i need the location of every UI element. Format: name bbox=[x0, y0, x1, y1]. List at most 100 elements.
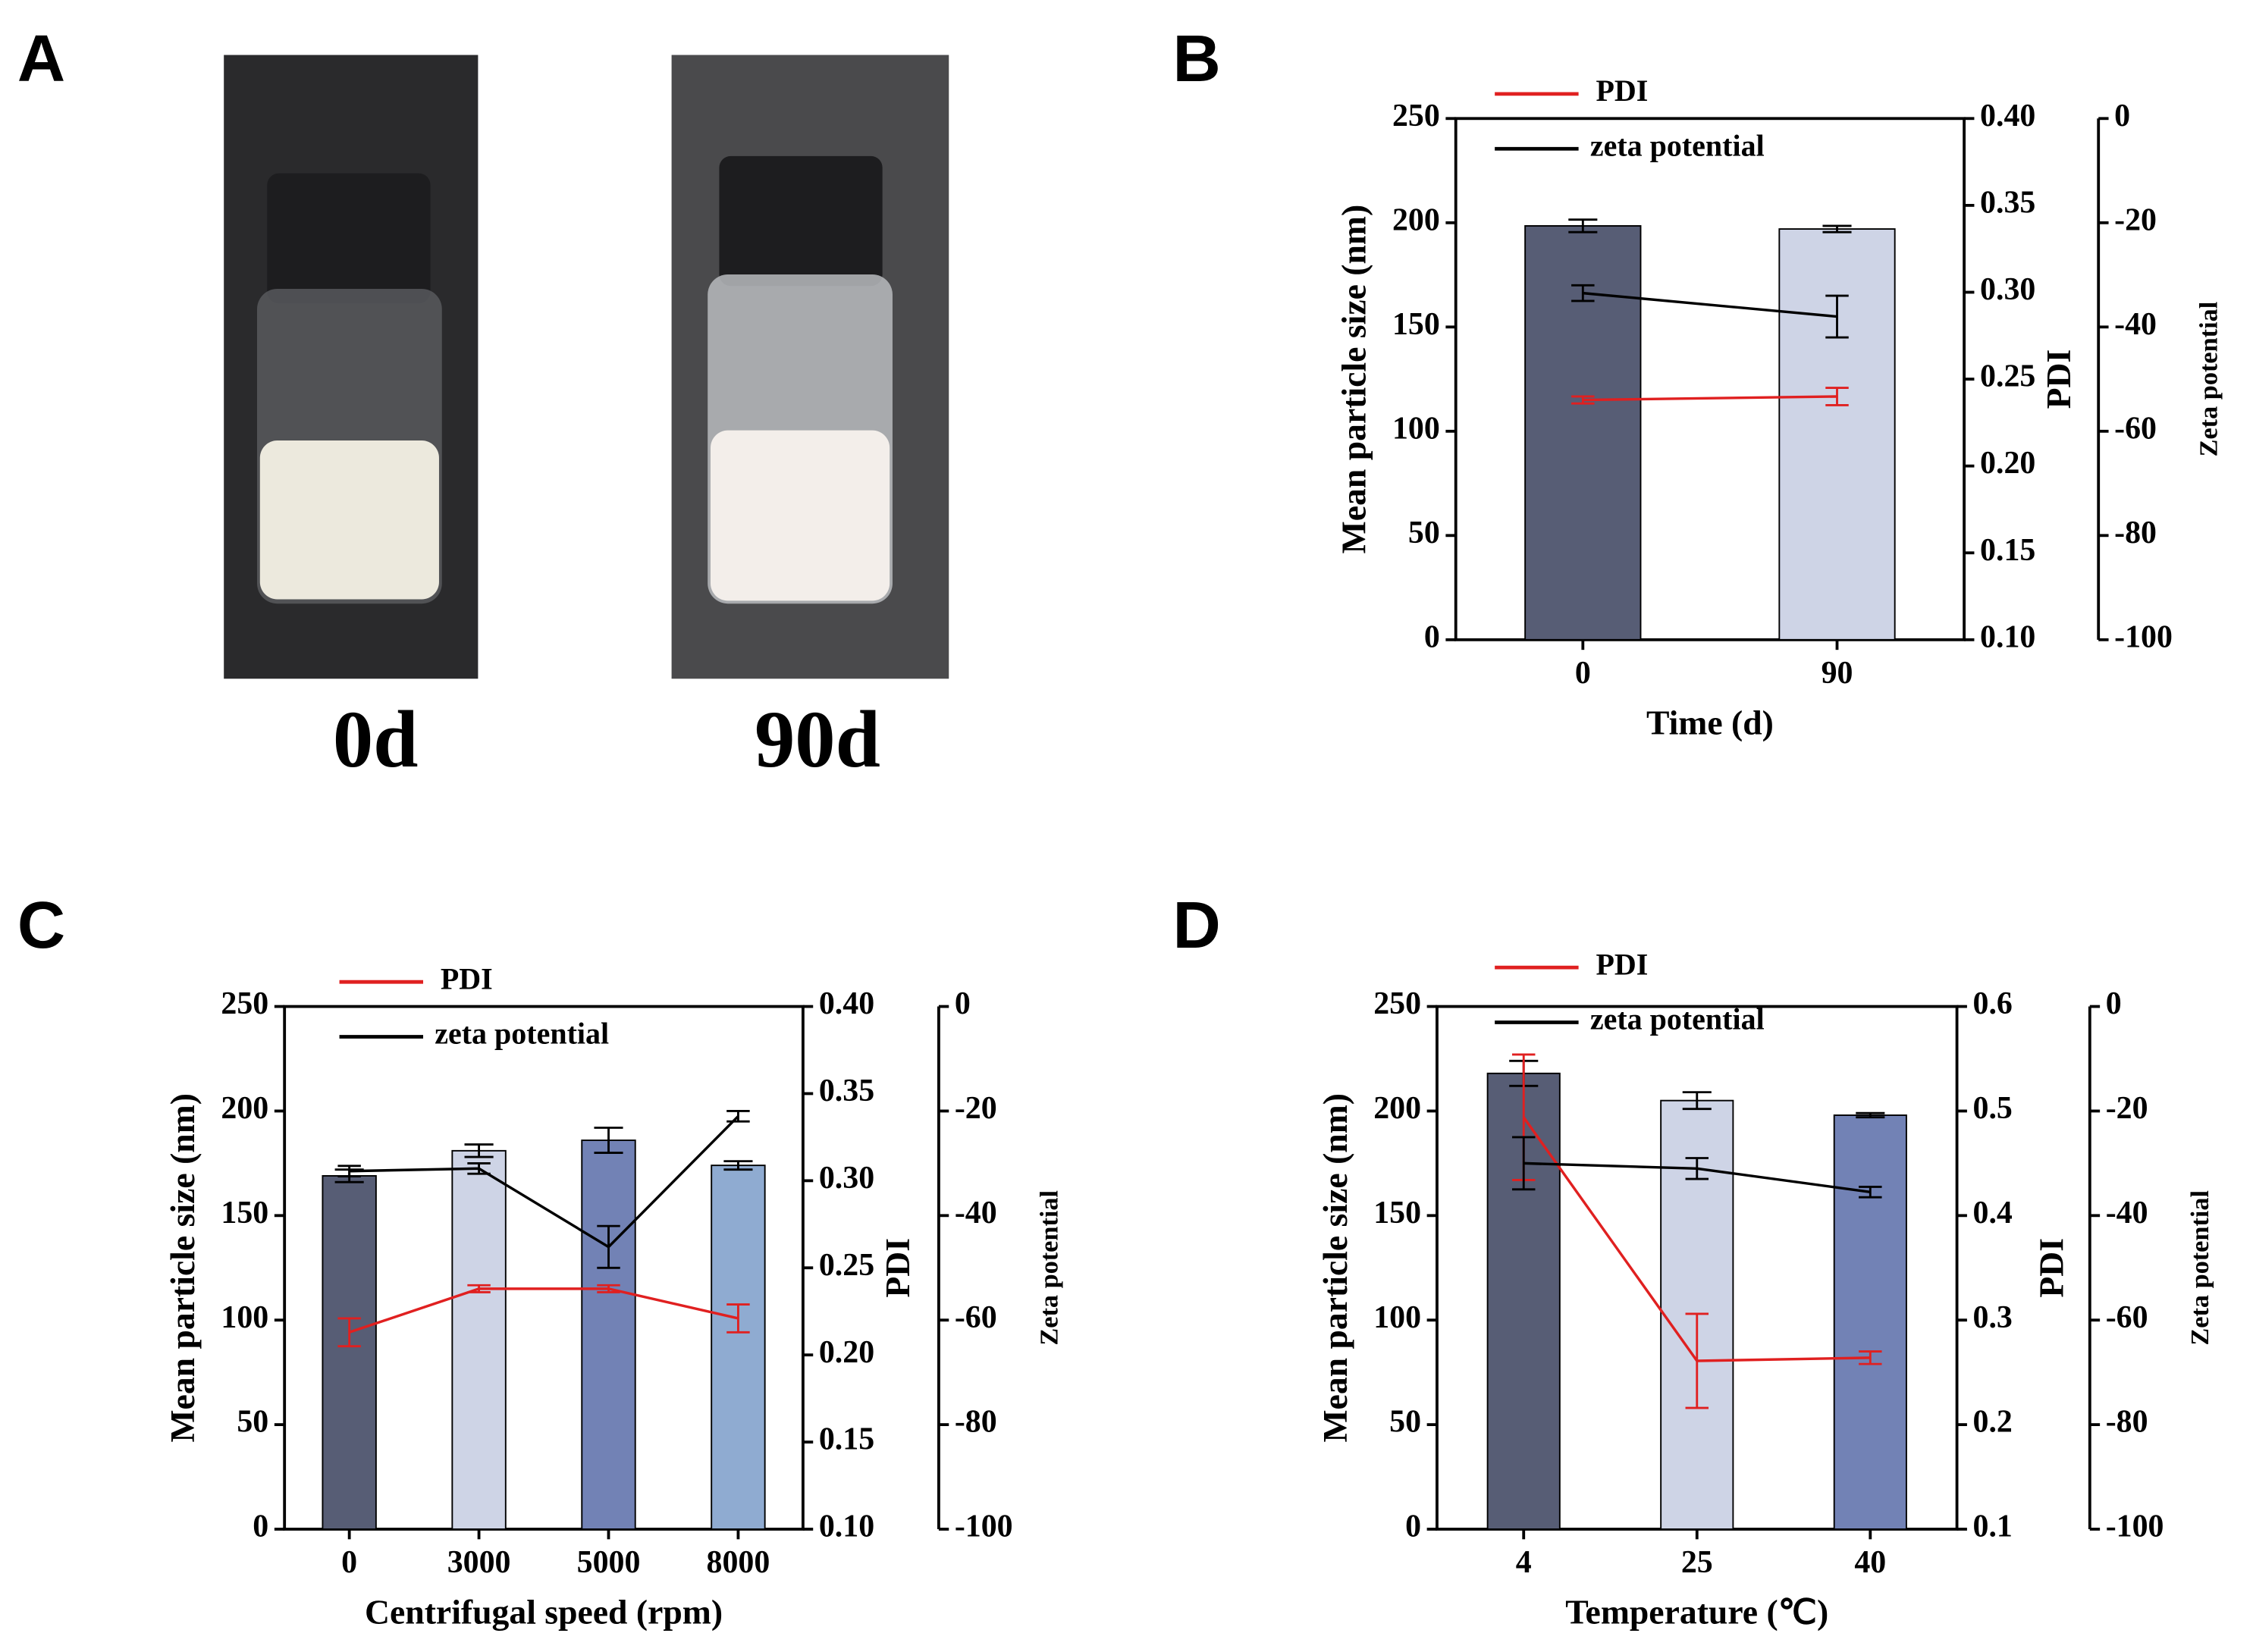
y-axis-title: Mean particle size (nm) bbox=[163, 1093, 202, 1443]
tick-label: 0 bbox=[253, 1509, 268, 1544]
tick-label: 0.30 bbox=[819, 1161, 874, 1196]
error-bar bbox=[1682, 1091, 1712, 1111]
legend-label: zeta potential bbox=[1590, 1002, 1765, 1036]
error-bar bbox=[1685, 1312, 1709, 1409]
bar bbox=[451, 1149, 507, 1530]
x-tick-label: 5000 bbox=[577, 1545, 641, 1580]
tick-label: -20 bbox=[955, 1091, 997, 1126]
series-line bbox=[1583, 395, 1837, 402]
vial-liquid bbox=[259, 440, 439, 600]
y3-axis-title: Zeta potential bbox=[2186, 1190, 2214, 1346]
tick-label: 0.30 bbox=[1980, 272, 2035, 307]
error-bar bbox=[594, 1127, 623, 1155]
bar bbox=[1778, 228, 1896, 641]
x-axis-title: Time (d) bbox=[1646, 704, 1774, 742]
tick-label: -40 bbox=[2106, 1196, 2148, 1230]
x-tick-label: 0 bbox=[341, 1545, 357, 1580]
tick-label: 0 bbox=[2106, 986, 2122, 1021]
tick-label: 0 bbox=[955, 986, 971, 1021]
error-bar bbox=[337, 1317, 361, 1348]
x-tick-label: 90 bbox=[1822, 656, 1853, 691]
tick-label: 0 bbox=[1424, 619, 1440, 654]
vial-liquid bbox=[711, 430, 890, 601]
tick-label: 0.40 bbox=[819, 986, 874, 1021]
tick-label: 0.4 bbox=[1973, 1196, 2013, 1230]
x-tick-label: 3000 bbox=[447, 1545, 511, 1580]
error-bar bbox=[597, 1284, 620, 1293]
x-axis-title: Centrifugal speed (rpm) bbox=[365, 1593, 723, 1632]
tick-label: 0.5 bbox=[1973, 1091, 2013, 1126]
error-bar bbox=[1822, 224, 1852, 234]
tick-label: 50 bbox=[1408, 516, 1440, 550]
tick-label: 250 bbox=[1392, 99, 1440, 133]
tick-label: -40 bbox=[955, 1196, 997, 1230]
error-bar bbox=[1568, 218, 1598, 234]
x-tick-label: 40 bbox=[1854, 1545, 1886, 1580]
x-tick-label: 0 bbox=[1575, 656, 1591, 691]
vial-cap bbox=[719, 155, 883, 287]
tick-label: 0.6 bbox=[1973, 986, 2013, 1021]
tick-label: 150 bbox=[221, 1196, 268, 1230]
error-bar bbox=[1511, 1136, 1536, 1191]
tick-label: 0.20 bbox=[819, 1335, 874, 1370]
error-bar bbox=[597, 1224, 620, 1269]
bar bbox=[711, 1165, 766, 1530]
bar bbox=[581, 1139, 636, 1530]
y3-axis-title: Zeta potential bbox=[1034, 1190, 1063, 1346]
legend-label: PDI bbox=[1596, 74, 1648, 108]
tick-label: 0 bbox=[1405, 1509, 1421, 1544]
error-bar bbox=[726, 1110, 750, 1123]
tick-label: -100 bbox=[2106, 1509, 2164, 1544]
tick-label: -60 bbox=[2114, 411, 2157, 446]
bar bbox=[322, 1174, 377, 1530]
tick-label: 0.25 bbox=[1980, 359, 2035, 394]
tick-label: -20 bbox=[2114, 202, 2157, 237]
tick-label: 0.2 bbox=[1973, 1405, 2013, 1440]
tick-label: 0.15 bbox=[819, 1422, 874, 1457]
x-tick-label: 8000 bbox=[707, 1545, 770, 1580]
tick-label: 100 bbox=[1392, 411, 1440, 446]
legend-label: zeta potential bbox=[435, 1017, 609, 1051]
error-bar bbox=[1825, 387, 1849, 406]
legend-label: PDI bbox=[1596, 947, 1648, 981]
tick-label: 200 bbox=[221, 1091, 268, 1126]
error-bar bbox=[723, 1160, 753, 1171]
y2-axis-title: PDI bbox=[2032, 1238, 2071, 1298]
error-bar bbox=[1571, 395, 1595, 405]
panel-letter: B bbox=[1172, 21, 1220, 96]
tick-label: 0 bbox=[2114, 99, 2130, 133]
photo-label: 0d bbox=[333, 695, 419, 785]
tick-label: -60 bbox=[955, 1300, 997, 1335]
tick-label: 0.10 bbox=[819, 1509, 874, 1544]
tick-label: 0.1 bbox=[1973, 1509, 2013, 1544]
x-tick-label: 4 bbox=[1516, 1545, 1532, 1580]
legend-label: PDI bbox=[441, 961, 493, 995]
tick-label: 250 bbox=[1373, 986, 1421, 1021]
tick-label: -80 bbox=[2106, 1405, 2148, 1440]
y-axis-title: Mean particle size (nm) bbox=[1316, 1093, 1354, 1443]
panel-letter: A bbox=[17, 21, 65, 96]
tick-label: 0.15 bbox=[1980, 533, 2035, 568]
tick-label: -60 bbox=[2106, 1300, 2148, 1335]
x-axis-title: Temperature (℃) bbox=[1565, 1593, 1828, 1632]
chart: D0501001502002500.10.20.30.40.50.6-100-8… bbox=[1172, 888, 2214, 1632]
y2-axis-title: PDI bbox=[2039, 350, 2078, 409]
error-bar bbox=[1685, 1157, 1709, 1180]
error-bar bbox=[467, 1284, 491, 1293]
series-line bbox=[349, 1287, 739, 1334]
tick-label: -100 bbox=[955, 1509, 1013, 1544]
tick-label: 200 bbox=[1392, 202, 1440, 237]
series-line bbox=[349, 1115, 739, 1249]
error-bar bbox=[1859, 1185, 1882, 1199]
tick-label: 0.35 bbox=[819, 1074, 874, 1108]
tick-label: 0.25 bbox=[819, 1248, 874, 1283]
tick-label: 0.35 bbox=[1980, 185, 2035, 220]
bar bbox=[1833, 1114, 1907, 1530]
tick-label: 150 bbox=[1392, 307, 1440, 342]
tick-label: 200 bbox=[1373, 1091, 1421, 1126]
error-bar bbox=[337, 1165, 361, 1178]
tick-label: 0.20 bbox=[1980, 446, 2035, 481]
panel-letter: D bbox=[1172, 888, 1220, 962]
tick-label: -40 bbox=[2114, 307, 2157, 342]
